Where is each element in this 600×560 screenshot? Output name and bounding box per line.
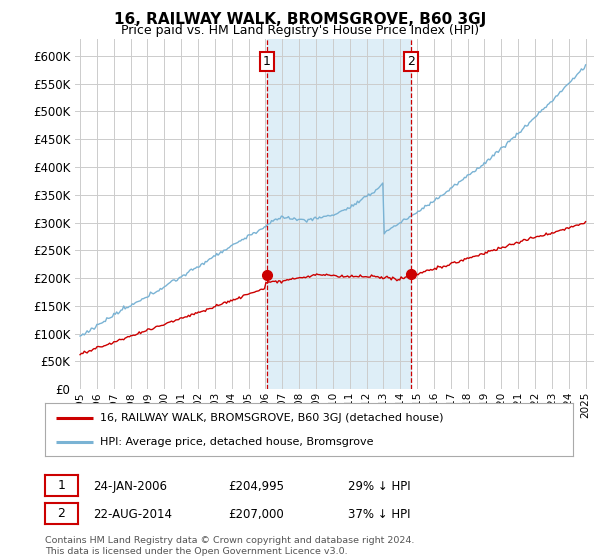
Text: 1: 1 (263, 55, 271, 68)
Text: 24-JAN-2006: 24-JAN-2006 (93, 479, 167, 493)
Text: £207,000: £207,000 (228, 507, 284, 521)
Text: HPI: Average price, detached house, Bromsgrove: HPI: Average price, detached house, Brom… (100, 437, 374, 447)
Text: Contains HM Land Registry data © Crown copyright and database right 2024.
This d: Contains HM Land Registry data © Crown c… (45, 536, 415, 556)
Text: £204,995: £204,995 (228, 479, 284, 493)
Text: 22-AUG-2014: 22-AUG-2014 (93, 507, 172, 521)
Text: 29% ↓ HPI: 29% ↓ HPI (348, 479, 410, 493)
Text: 1: 1 (58, 479, 65, 492)
Text: 2: 2 (58, 507, 65, 520)
Text: 2: 2 (407, 55, 415, 68)
Text: 16, RAILWAY WALK, BROMSGROVE, B60 3GJ: 16, RAILWAY WALK, BROMSGROVE, B60 3GJ (114, 12, 486, 27)
Text: 16, RAILWAY WALK, BROMSGROVE, B60 3GJ (detached house): 16, RAILWAY WALK, BROMSGROVE, B60 3GJ (d… (100, 413, 444, 423)
Text: 37% ↓ HPI: 37% ↓ HPI (348, 507, 410, 521)
Text: Price paid vs. HM Land Registry's House Price Index (HPI): Price paid vs. HM Land Registry's House … (121, 24, 479, 37)
Bar (267, 39, 411, 389)
